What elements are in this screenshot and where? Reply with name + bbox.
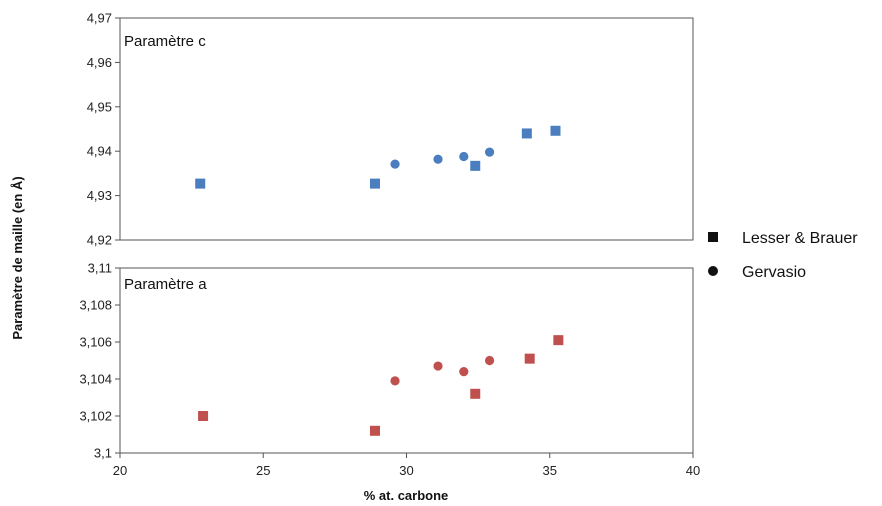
y-tick-label: 4,95 [87, 99, 112, 114]
y-tick-label: 4,97 [87, 11, 112, 26]
legend-label: Lesser & Brauer [742, 230, 858, 247]
data-point-square [369, 425, 380, 436]
legend-square-icon [708, 232, 718, 242]
y-ticks-a: 3,1 3,102 3,104 3,106 3,108 3,11 [79, 261, 120, 461]
x-tick-label: 25 [256, 463, 270, 478]
data-point-circle [459, 151, 469, 162]
y-tick-label: 4,92 [87, 233, 112, 248]
x-tick-label: 40 [686, 463, 700, 478]
legend: Lesser & Brauer Gervasio [708, 230, 858, 281]
data-point-square [470, 160, 481, 171]
data-point-square [524, 353, 535, 364]
y-tick-label: 3,11 [88, 261, 112, 276]
y-tick-label: 4,96 [87, 55, 112, 70]
x-tick-label: 30 [399, 463, 413, 478]
panel-title-c: Paramètre c [124, 33, 206, 50]
panel-parametre-a: Paramètre a 3,1 3,102 3,104 3,106 3,108 3,11 [79, 261, 694, 461]
data-point-circle [390, 376, 400, 386]
data-point-circle [433, 361, 443, 371]
legend-circle-icon [708, 266, 718, 276]
y-tick-label: 4,94 [87, 144, 112, 159]
data-point-square [369, 178, 380, 189]
points-a [198, 335, 564, 436]
data-point-square [550, 125, 561, 136]
panel-parametre-c: Paramètre c 4,92 4,93 4,94 4,95 4,96 4,97 [87, 11, 694, 248]
x-tick-label: 20 [113, 463, 127, 478]
data-point-square [521, 128, 532, 139]
y-tick-label: 3,102 [79, 409, 112, 424]
y-tick-label: 3,108 [79, 298, 112, 313]
data-point-circle [390, 159, 400, 169]
data-point-circle [484, 355, 495, 366]
x-axis-title: % at. carbone [364, 488, 449, 503]
data-point-square [198, 411, 209, 421]
data-point-circle [484, 147, 495, 157]
y-tick-label: 3,104 [79, 372, 112, 387]
x-tick-label: 35 [543, 463, 557, 478]
y-ticks-c: 4,92 4,93 4,94 4,95 4,96 4,97 [87, 11, 120, 248]
y-tick-label: 3,1 [94, 446, 112, 461]
points-c [195, 125, 561, 189]
y-tick-label: 4,93 [87, 188, 112, 203]
data-point-square [195, 178, 206, 189]
data-point-circle [433, 154, 443, 164]
plot-area-a [119, 267, 694, 454]
plot-area-c [119, 17, 694, 241]
y-tick-label: 3,106 [79, 335, 112, 350]
data-point-circle [459, 367, 469, 377]
data-point-square [470, 388, 481, 399]
panel-title-a: Paramètre a [124, 276, 207, 293]
y-axis-title: Paramètre de maille (en Å) [10, 176, 25, 339]
x-ticks: 20 25 30 35 40 [113, 453, 700, 478]
data-point-square [553, 335, 564, 346]
legend-label: Gervasio [742, 264, 806, 281]
